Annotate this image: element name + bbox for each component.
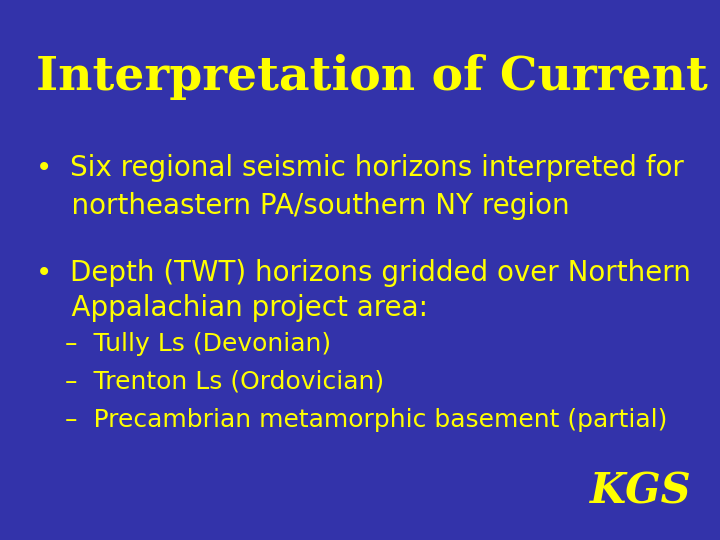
Text: –  Tully Ls (Devonian): – Tully Ls (Devonian) bbox=[65, 332, 331, 356]
Text: •  Six regional seismic horizons interpreted for: • Six regional seismic horizons interpre… bbox=[36, 154, 684, 182]
Text: •  Depth (TWT) horizons gridded over Northern: • Depth (TWT) horizons gridded over Nort… bbox=[36, 259, 691, 287]
Text: Appalachian project area:: Appalachian project area: bbox=[36, 294, 428, 322]
Text: KGS: KGS bbox=[590, 471, 692, 513]
Text: Interpretation of Current Data: Interpretation of Current Data bbox=[36, 54, 720, 100]
Text: –  Precambrian metamorphic basement (partial): – Precambrian metamorphic basement (part… bbox=[65, 408, 667, 431]
Text: –  Trenton Ls (Ordovician): – Trenton Ls (Ordovician) bbox=[65, 370, 384, 394]
Text: northeastern PA/southern NY region: northeastern PA/southern NY region bbox=[36, 192, 570, 220]
